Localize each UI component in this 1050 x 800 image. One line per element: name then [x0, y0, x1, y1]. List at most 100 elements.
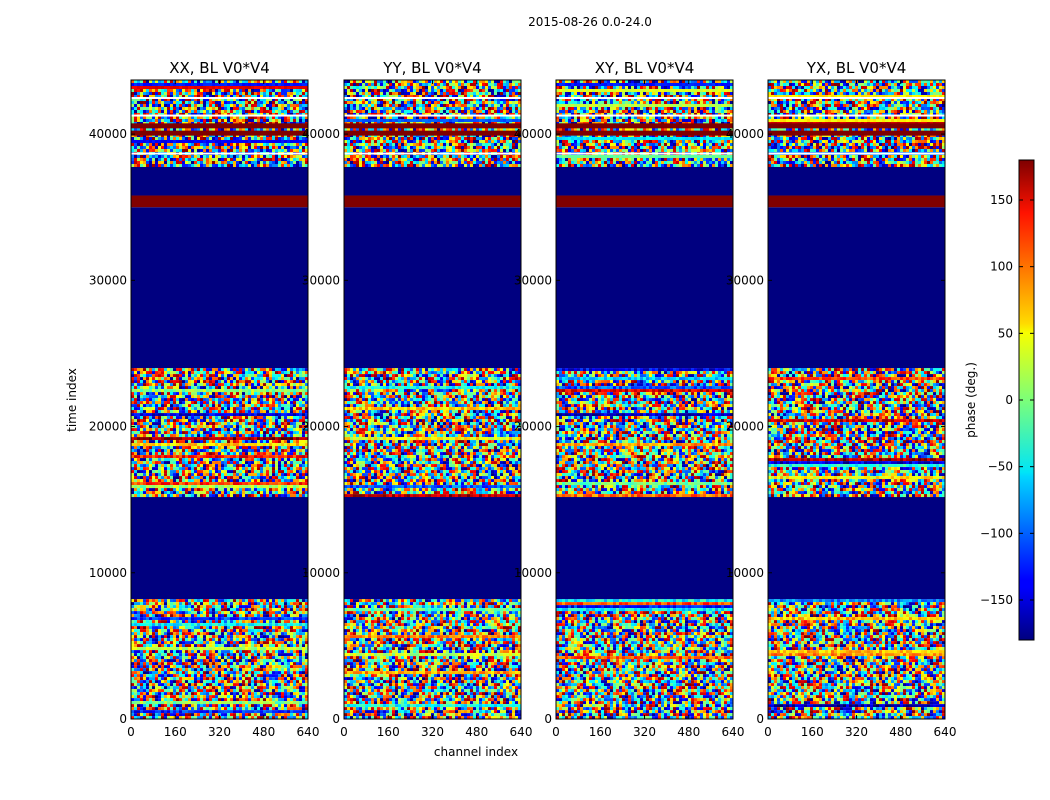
row-stripe [131, 123, 308, 129]
heatmap-panels: XX, BL V0*V4 0 160 320 480 640 0 10000 20000 3000… [89, 59, 957, 739]
y-tick-label: 40000 [726, 127, 764, 141]
x-tick-label: 480 [677, 725, 700, 739]
colorbar-tick-label: −100 [980, 526, 1013, 540]
segment-block [556, 195, 733, 208]
panel-xx-cells [131, 80, 308, 719]
panel-title: YX, BL V0*V4 [806, 59, 907, 77]
colorbar-tick-label: 50 [998, 326, 1013, 340]
y-tick-label: 40000 [302, 127, 340, 141]
x-tick-label: 640 [722, 725, 745, 739]
row-stripe [556, 123, 733, 129]
segment-block [344, 496, 521, 600]
row-stripe [556, 114, 733, 117]
row-stripe [768, 123, 945, 129]
panel-xy-cells [556, 80, 733, 719]
segment-block [556, 207, 733, 369]
colorbar-tick-label: 0 [1005, 393, 1013, 407]
row-stripe [556, 97, 733, 100]
x-tick-label: 0 [127, 725, 135, 739]
panel-title: YY, BL V0*V4 [382, 59, 481, 77]
y-tick-label: 30000 [726, 273, 764, 287]
y-tick-label: 20000 [302, 420, 340, 434]
y-tick-label: 20000 [89, 420, 127, 434]
x-tick-label: 320 [421, 725, 444, 739]
x-tick-label: 640 [510, 725, 533, 739]
x-axis-label: channel index [434, 745, 518, 759]
x-tick-label: 0 [764, 725, 772, 739]
row-stripe [768, 130, 945, 136]
row-stripe [131, 152, 308, 155]
colorbar-tick-label: −50 [988, 460, 1013, 474]
segment-block [556, 496, 733, 600]
y-tick-label: 40000 [514, 127, 552, 141]
panel-yx: YX, BL V0*V4 0 160 320 480 640 0 10000 20000 3000… [726, 59, 957, 739]
panel-xy: XY, BL V0*V4 0 160 320 480 640 0 10000 20000 3000… [514, 59, 745, 739]
colorbar-tick-label: −150 [980, 593, 1013, 607]
panel-title: XX, BL V0*V4 [169, 59, 270, 77]
panel-yx-cells [768, 80, 945, 719]
row-stripe [768, 97, 945, 100]
y-tick-label: 10000 [514, 566, 552, 580]
row-stripe [768, 152, 945, 155]
x-tick-label: 480 [252, 725, 275, 739]
panel-xx: XX, BL V0*V4 0 160 320 480 640 0 10000 20000 3000… [89, 59, 320, 739]
colorbar-label: phase (deg.) [964, 362, 978, 438]
figure-suptitle: 2015-08-26 0.0-24.0 [528, 15, 652, 29]
y-tick-label: 20000 [514, 420, 552, 434]
panel-title: XY, BL V0*V4 [595, 59, 695, 77]
panel-yy: YY, BL V0*V4 0 160 320 480 640 0 10000 20000 3000… [302, 59, 533, 739]
y-tick-label: 0 [756, 712, 764, 726]
x-tick-label: 640 [934, 725, 957, 739]
row-stripe [344, 130, 521, 136]
row-stripe [344, 114, 521, 117]
segment-block [556, 166, 733, 196]
x-tick-label: 320 [208, 725, 231, 739]
colorbar: 150 100 50 0 −50 −100 −150 phase (deg.) [964, 159, 1035, 641]
x-tick-label: 0 [340, 725, 348, 739]
y-tick-label: 10000 [89, 566, 127, 580]
x-tick-label: 160 [589, 725, 612, 739]
row-stripe [556, 130, 733, 136]
segment-block [768, 166, 945, 196]
segment-block [768, 496, 945, 600]
row-stripe [556, 152, 733, 155]
x-tick-label: 160 [377, 725, 400, 739]
row-stripe [344, 152, 521, 155]
row-stripe [344, 123, 521, 129]
colorbar-ticks: 150 100 50 0 −50 −100 −150 [980, 193, 1034, 607]
y-tick-label: 10000 [302, 566, 340, 580]
x-tick-label: 0 [552, 725, 560, 739]
segment-block [768, 207, 945, 369]
colorbar-tick-label: 150 [990, 193, 1013, 207]
segment-block [344, 195, 521, 208]
x-tick-label: 480 [889, 725, 912, 739]
colorbar-tick-label: 100 [990, 260, 1013, 274]
row-stripe [131, 130, 308, 136]
segment-block [344, 207, 521, 369]
panel-yy-cells [344, 80, 521, 719]
x-tick-label: 320 [633, 725, 656, 739]
row-stripe [131, 114, 308, 117]
y-tick-label: 10000 [726, 566, 764, 580]
y-tick-label: 40000 [89, 127, 127, 141]
segment-block [131, 207, 308, 369]
y-tick-label: 30000 [89, 273, 127, 287]
x-tick-label: 640 [297, 725, 320, 739]
y-tick-label: 30000 [514, 273, 552, 287]
segment-block [131, 195, 308, 208]
x-tick-label: 160 [164, 725, 187, 739]
segment-block [131, 166, 308, 196]
x-tick-label: 480 [465, 725, 488, 739]
x-tick-label: 160 [801, 725, 824, 739]
segment-block [344, 166, 521, 196]
row-stripe [768, 114, 945, 117]
segment-block [768, 195, 945, 208]
y-axis-label: time index [65, 368, 79, 432]
y-tick-label: 0 [119, 712, 127, 726]
y-tick-label: 0 [544, 712, 552, 726]
row-stripe [344, 97, 521, 100]
x-tick-label: 320 [845, 725, 868, 739]
y-tick-label: 20000 [726, 420, 764, 434]
row-stripe [131, 97, 308, 100]
